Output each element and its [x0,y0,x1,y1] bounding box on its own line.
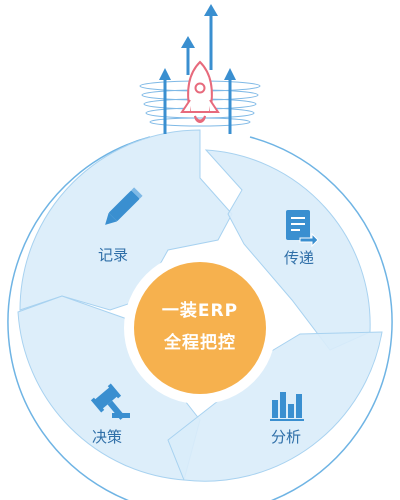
up-arrow-icon [159,4,236,134]
pencil-icon [105,187,143,225]
segment-label-transfer: 传递 [284,249,314,267]
segment-label-analysis: 分析 [271,428,301,446]
outer-ring [7,136,393,500]
center-title-line1: 一装ERP [162,300,238,321]
segment-label-decision: 决策 [92,428,122,446]
rocket-icon [180,60,220,123]
rocket-header [139,4,261,134]
segment-label-record: 记录 [98,246,128,264]
bar-chart-icon [270,392,304,421]
center-title-line2: 全程把控 [163,332,236,353]
gavel-icon [90,383,130,420]
center-circle [134,262,266,394]
document-transfer-icon [286,210,319,248]
segment-top-left [19,129,233,311]
